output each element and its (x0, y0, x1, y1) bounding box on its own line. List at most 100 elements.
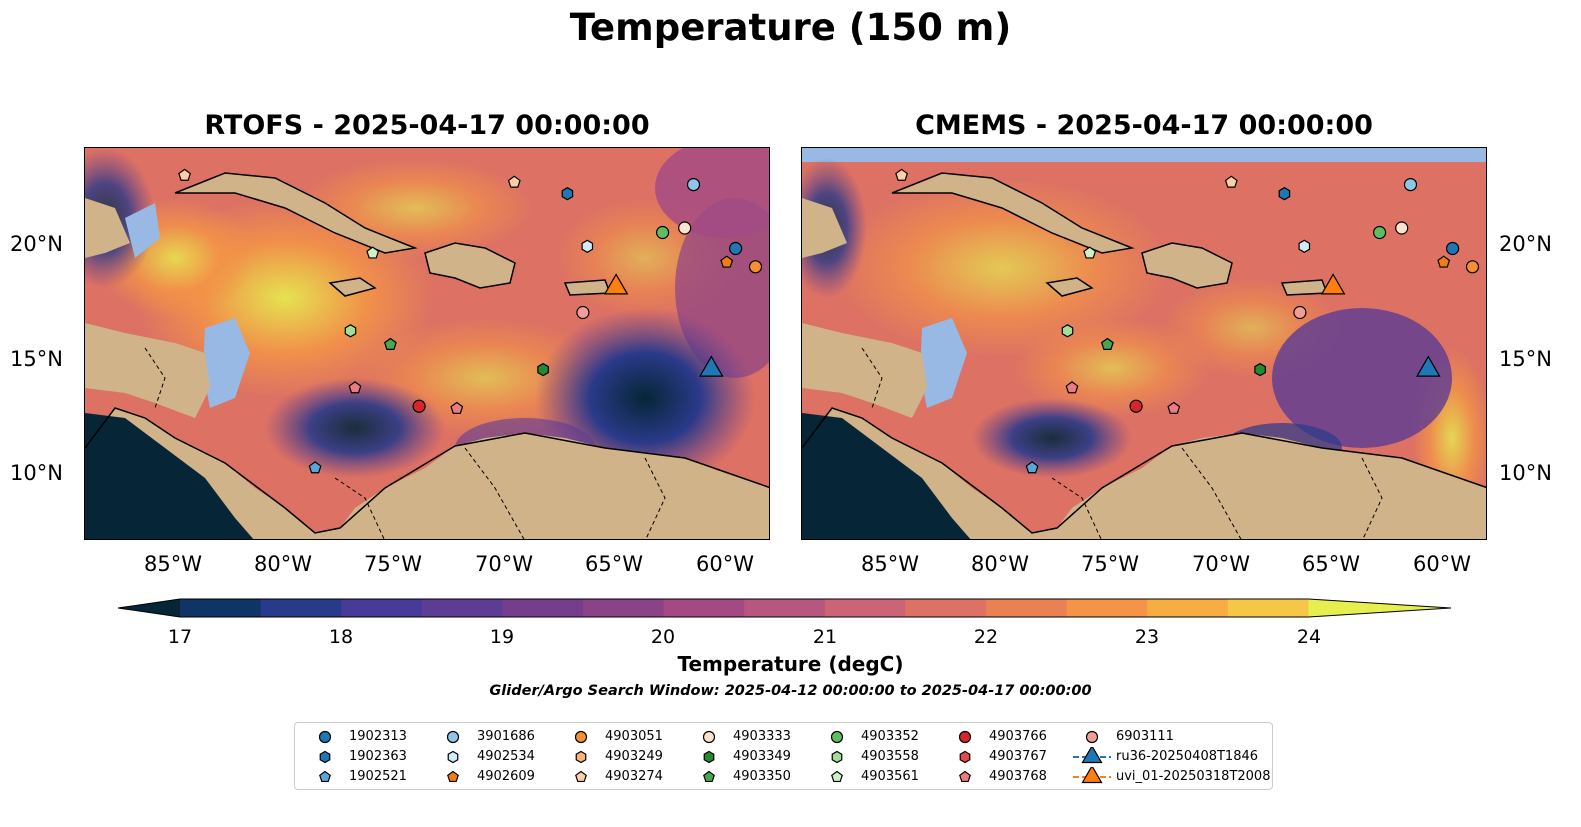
float-marker-1902521[interactable] (1025, 461, 1039, 474)
legend-marker-hexagon (831, 750, 843, 764)
float-marker-4902609[interactable] (720, 255, 734, 268)
colorbar-cell (986, 599, 1068, 617)
legend-label: 4903352 (861, 729, 919, 744)
legend-label: 4903349 (733, 749, 791, 764)
lon-label-65w: 65°W (1302, 552, 1360, 576)
float-marker-4903766[interactable] (1129, 399, 1143, 413)
legend-label: 1902521 (349, 769, 407, 784)
float-marker-4903561[interactable] (366, 246, 380, 259)
temperature-colorbar (118, 598, 1452, 618)
rtofs-panel-title: RTOFS - 2025-04-17 00:00:00 (204, 110, 650, 141)
float-marker-4903333[interactable] (678, 221, 692, 235)
colorbar-cell (180, 599, 262, 617)
float-marker-4903274[interactable] (895, 168, 909, 181)
glider-marker-ru36-20250408T1846[interactable] (1416, 355, 1441, 377)
float-marker-4903561[interactable] (1083, 246, 1097, 259)
float-marker-1902521[interactable] (308, 461, 322, 474)
float-marker-4903350[interactable] (383, 337, 397, 350)
legend-label: 4903766 (989, 729, 1047, 744)
float-marker-4902534[interactable] (1298, 239, 1311, 253)
float-marker-4903768[interactable] (450, 401, 464, 414)
float-marker-4903768[interactable] (1167, 401, 1181, 414)
legend-marker-circle (574, 730, 588, 744)
float-marker-6903111[interactable] (576, 305, 590, 320)
lat-label-15n: 15°N (1499, 347, 1552, 371)
legend-marker-hexagon (319, 750, 331, 764)
legend-label: 4903350 (733, 769, 791, 784)
float-marker-4903352[interactable] (1372, 225, 1387, 240)
float-marker-4903768[interactable] (348, 381, 362, 394)
float-marker-1902363[interactable] (561, 187, 574, 201)
legend: 1902313 1902363 1902521 3901686 4902534 49026… (294, 722, 1273, 790)
legend-marker-hexagon (959, 750, 971, 764)
float-marker-4903558[interactable] (344, 324, 357, 338)
float-marker-4902609[interactable] (1437, 255, 1451, 268)
colorbar-tick: 23 (1134, 626, 1160, 648)
lon-label-80w: 80°W (254, 552, 312, 576)
cmems-map[interactable] (801, 147, 1487, 540)
float-marker-1902313[interactable] (1445, 241, 1460, 256)
float-marker-4903350[interactable] (1100, 337, 1114, 350)
lon-label-70w: 70°W (1192, 552, 1250, 576)
colorbar-tick: 24 (1296, 626, 1322, 648)
float-marker-4903274[interactable] (507, 175, 521, 188)
colorbar-cell (744, 599, 826, 617)
float-marker-4903558[interactable] (1061, 324, 1074, 338)
colorbar-cell (1066, 599, 1148, 617)
float-marker-4903349[interactable] (537, 362, 549, 377)
land-central-america (802, 323, 927, 418)
rtofs-map[interactable] (84, 147, 770, 540)
float-marker-4903768[interactable] (1065, 381, 1079, 394)
float-marker-4903051[interactable] (1465, 260, 1480, 274)
legend-label: 4902534 (477, 749, 535, 764)
float-marker-3901686[interactable] (1403, 177, 1418, 192)
float-marker-4903352[interactable] (655, 225, 670, 240)
float-marker-4902534[interactable] (581, 239, 594, 253)
legend-marker-circle (830, 730, 844, 744)
float-marker-4903333[interactable] (1395, 221, 1409, 235)
legend-label: 4903051 (605, 729, 663, 744)
float-marker-4903349[interactable] (1254, 362, 1266, 377)
puerto-rico (563, 279, 612, 296)
legend-marker-pentagon (831, 770, 843, 783)
land-yucatan (85, 198, 130, 258)
legend-marker-hexagon (703, 750, 715, 764)
legend-marker-pentagon (575, 770, 587, 783)
float-marker-4903274[interactable] (1224, 175, 1238, 188)
land-south-america (85, 408, 769, 539)
lon-label-80w: 80°W (971, 552, 1029, 576)
cuba (891, 172, 1135, 254)
float-marker-1902313[interactable] (728, 241, 743, 256)
legend-marker-pentagon (703, 770, 715, 783)
colorbar-label: Temperature (degC) (677, 652, 904, 676)
legend-marker-triangle (1073, 767, 1111, 784)
glider-marker-ru36-20250408T1846[interactable] (699, 355, 724, 377)
lat-label-10n: 10°N (1499, 461, 1552, 485)
lat-label-10n: 10°N (10, 461, 63, 485)
lon-label-60w: 60°W (1413, 552, 1471, 576)
legend-marker-circle (958, 730, 972, 744)
cuba (174, 172, 418, 254)
glider-marker-uvi_01-20250318T2008[interactable] (603, 273, 629, 295)
colorbar-tick: 20 (650, 626, 676, 648)
legend-label: 6903111 (1116, 729, 1174, 744)
legend-marker-circle (702, 730, 716, 744)
float-marker-6903111[interactable] (1293, 305, 1307, 320)
legend-marker-circle (1085, 730, 1099, 744)
colorbar-cell (341, 599, 423, 617)
colorbar-extend-min (118, 599, 180, 617)
legend-marker-triangle (1073, 747, 1111, 764)
float-marker-1902363[interactable] (1278, 187, 1291, 201)
legend-label: 4903561 (861, 769, 919, 784)
legend-label: 4902609 (477, 769, 535, 784)
float-marker-4903274[interactable] (178, 168, 192, 181)
float-marker-4903051[interactable] (748, 260, 763, 274)
lon-label-60w: 60°W (696, 552, 754, 576)
cmems-markers (895, 168, 1480, 474)
legend-label: 4903558 (861, 749, 919, 764)
float-marker-4903766[interactable] (412, 399, 426, 413)
float-marker-3901686[interactable] (686, 177, 701, 192)
glider-marker-uvi_01-20250318T2008[interactable] (1320, 273, 1346, 295)
colorbar-tick: 21 (812, 626, 838, 648)
legend-marker-circle (318, 730, 332, 744)
